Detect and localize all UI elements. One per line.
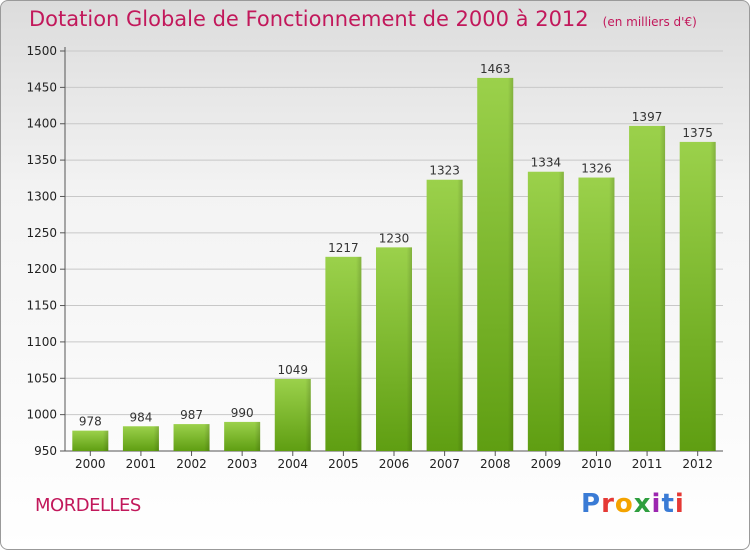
logo-letter: r	[601, 489, 615, 519]
data-label: 1463	[480, 62, 511, 76]
x-tick-label: 2007	[429, 457, 460, 471]
data-label: 978	[79, 415, 102, 429]
data-label: 990	[231, 406, 254, 420]
logo-letter: i	[651, 489, 662, 519]
data-label: 1397	[632, 110, 663, 124]
bar-shade	[629, 125, 666, 451]
bar-shade	[274, 379, 311, 451]
logo-letter: o	[614, 489, 634, 519]
y-tick-label: 1500	[26, 44, 57, 58]
logo-letter: P	[581, 489, 602, 519]
data-label: 1375	[682, 126, 713, 140]
x-tick-label: 2008	[480, 457, 511, 471]
y-tick-label: 1250	[26, 226, 57, 240]
data-label: 1230	[379, 231, 410, 245]
x-tick-label: 2003	[227, 457, 258, 471]
y-tick-label: 1300	[26, 189, 57, 203]
y-tick-label: 1100	[26, 335, 57, 349]
x-tick-label: 2009	[531, 457, 562, 471]
x-tick-label: 2004	[277, 457, 308, 471]
bar-shade	[122, 426, 159, 451]
data-label: 987	[180, 408, 203, 422]
x-tick-label: 2012	[682, 457, 713, 471]
bar-shade	[325, 256, 362, 451]
logo-letter: i	[674, 489, 685, 519]
data-label: 984	[129, 410, 152, 424]
data-label: 1217	[328, 241, 359, 255]
bars	[72, 77, 716, 451]
x-tick-label: 2010	[581, 457, 612, 471]
bar-shade	[173, 424, 210, 451]
bar-shade	[376, 247, 412, 451]
x-tick-label: 2001	[126, 457, 157, 471]
proxiti-logo: Proxiti	[581, 489, 685, 519]
bar-shade	[426, 179, 463, 451]
x-tick-label: 2002	[176, 457, 207, 471]
chart-title: Dotation Globale de Fonctionnement de 20…	[29, 7, 697, 31]
y-tick-label: 1150	[26, 299, 57, 313]
y-tick-label: 950	[34, 444, 57, 458]
y-tick-label: 1200	[26, 262, 57, 276]
bar-shade	[527, 171, 564, 451]
y-tick-label: 1400	[26, 117, 57, 131]
bar-shade	[679, 141, 716, 451]
y-tick-label: 1000	[26, 408, 57, 422]
bar-shade	[578, 177, 615, 451]
x-tick-label: 2005	[328, 457, 359, 471]
logo-letter: x	[633, 489, 652, 519]
x-tick-label: 2006	[379, 457, 410, 471]
bar-shade	[224, 421, 261, 451]
data-label: 1323	[429, 164, 460, 178]
y-tick-label: 1050	[26, 371, 57, 385]
y-tick-label: 1450	[26, 80, 57, 94]
logo-letter: t	[661, 489, 675, 519]
title-text: Dotation Globale de Fonctionnement de 20…	[29, 7, 589, 31]
x-tick-label: 2011	[632, 457, 663, 471]
y-tick-label: 1350	[26, 153, 57, 167]
x-tick-label: 2000	[75, 457, 106, 471]
bar-shade	[72, 430, 109, 451]
bar-shade	[477, 77, 514, 451]
data-label: 1334	[531, 156, 562, 170]
unit-label: (en milliers d'€)	[602, 15, 697, 29]
town-name: MORDELLES	[35, 495, 141, 516]
data-label: 1049	[277, 363, 308, 377]
labels: 950 1000 1050 1100 1150 1200 1250 1300 1350 1400 1…	[26, 44, 713, 471]
data-label: 1326	[581, 162, 612, 176]
